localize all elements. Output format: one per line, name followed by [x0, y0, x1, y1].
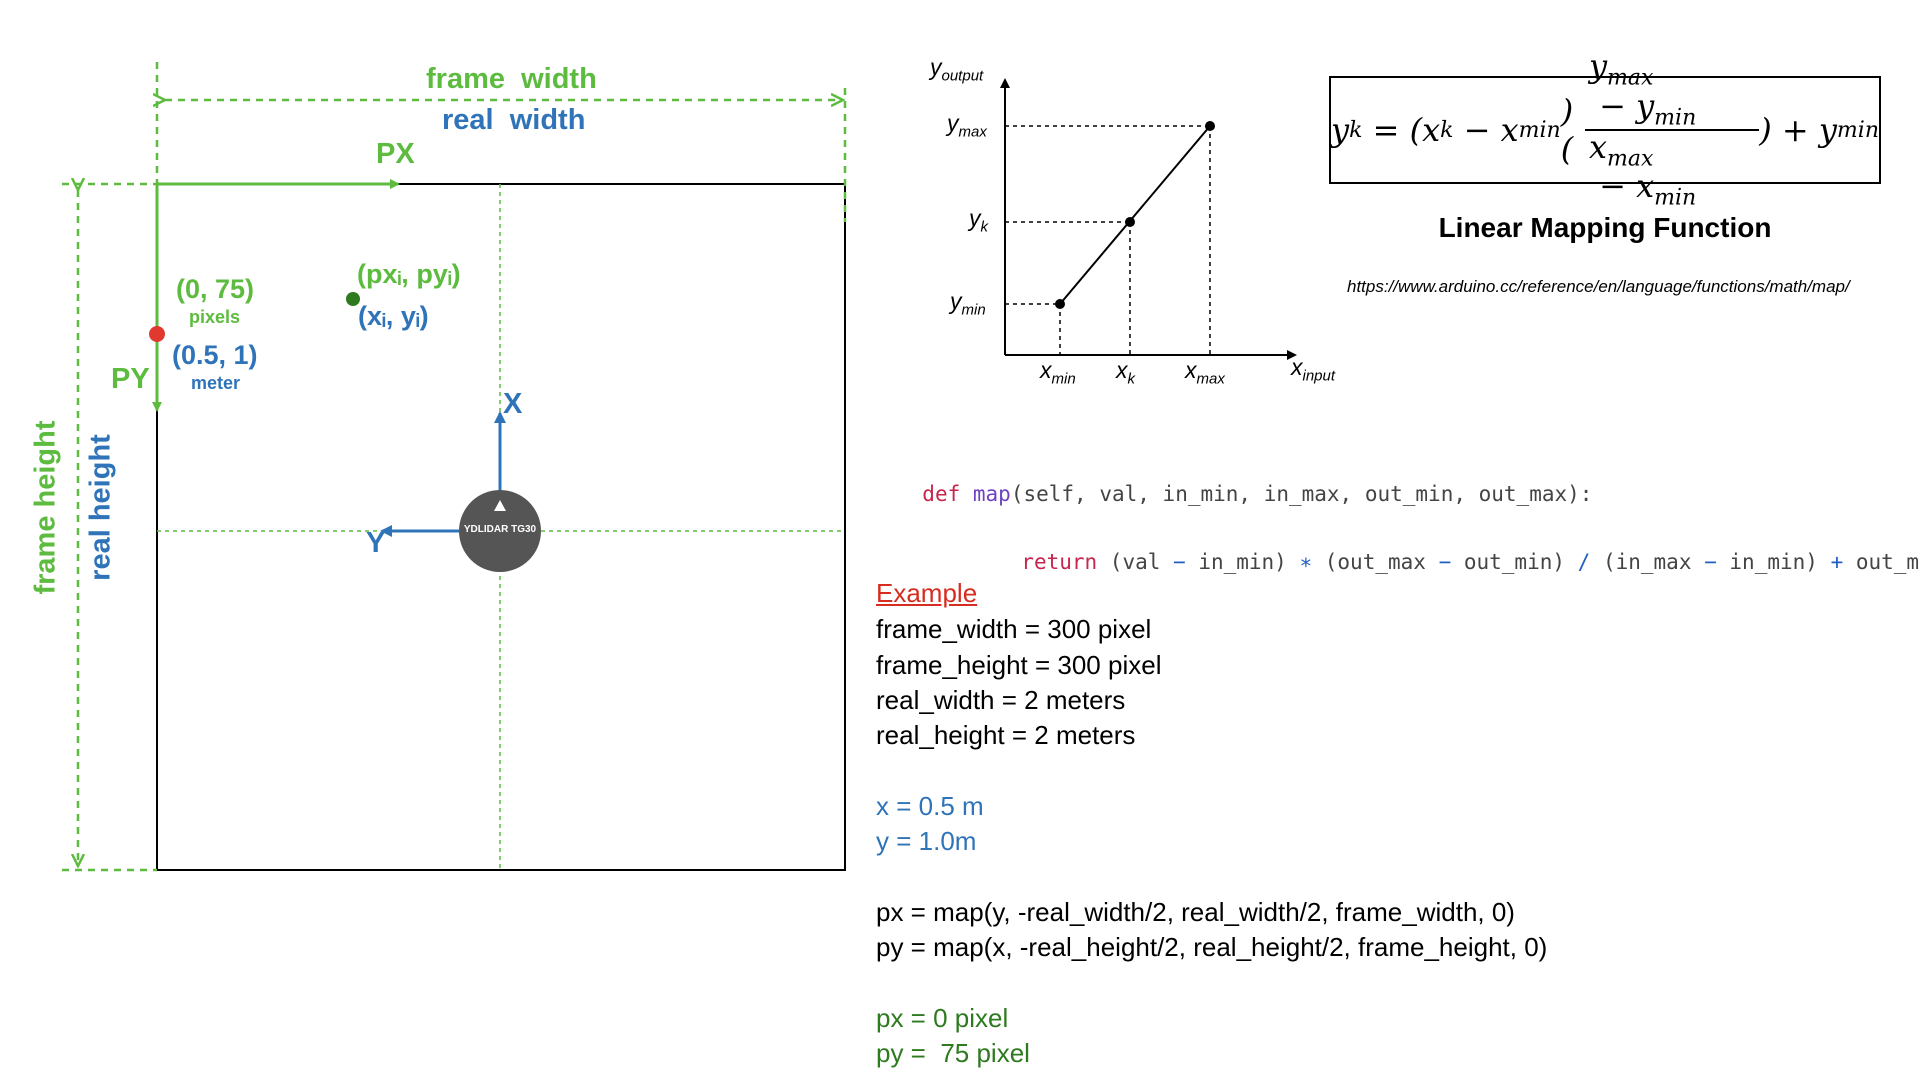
sensor-label: YDLIDAR TG30	[463, 524, 537, 535]
mapping-line	[1059, 125, 1211, 305]
example-line: frame_width = 300 pixel	[876, 614, 1152, 644]
example-line: real_height = 2 meters	[876, 720, 1136, 750]
frame-width-label: frame width	[426, 63, 597, 95]
generic-pixel-point-label: (pxᵢ, pyᵢ)	[357, 259, 461, 289]
real-width-label: real width	[442, 104, 586, 136]
example-real-y: y = 1.0m	[876, 826, 977, 856]
sensor-direction-icon	[494, 500, 506, 511]
point-pixel-coordinates: (0, 75)	[176, 274, 255, 304]
example-result-px: px = 0 pixel	[876, 1003, 1009, 1033]
graph-y-min-label: ymin	[950, 288, 986, 319]
graph-y-max-label: ymax	[947, 110, 987, 141]
code-return-line: return (val − in_min) ∗ (out_max − out_m…	[1021, 550, 1920, 574]
example-point	[149, 326, 165, 342]
graph-x-max-label: xmax	[1185, 357, 1225, 388]
reference-url[interactable]: https://www.arduino.cc/reference/en/lang…	[1347, 277, 1850, 296]
point-min	[1055, 299, 1065, 309]
frame-height-label: frame height	[29, 420, 62, 595]
graph-y-k-label: yk	[969, 205, 988, 236]
pixels-unit-label: pixels	[189, 307, 241, 327]
code-def-line: def map(self, val, in_min, in_max, out_m…	[922, 482, 1593, 506]
point-max	[1205, 121, 1215, 131]
real-height-label: real height	[84, 434, 117, 581]
linear-mapping-title: Linear Mapping Function	[1438, 212, 1772, 243]
point-meter-coordinates: (0.5, 1)	[172, 340, 258, 370]
frame-rectangle	[156, 183, 846, 871]
graph-y-axis-label: youtput	[930, 54, 984, 85]
graph-x-k-label: xk	[1116, 357, 1135, 388]
generic-real-point-label: (xᵢ, yᵢ)	[358, 301, 429, 331]
example-real-x: x = 0.5 m	[876, 791, 984, 821]
example-heading: Example	[876, 578, 978, 608]
px-label: PX	[376, 138, 415, 170]
example-line: real_width = 2 meters	[876, 685, 1126, 715]
example-map-py: py = map(x, -real_height/2, real_height/…	[876, 932, 1548, 962]
meter-unit-label: meter	[191, 373, 241, 393]
graph-x-axis-label: xinput	[1291, 354, 1336, 385]
example-map-px: px = map(y, -real_width/2, real_width/2,…	[876, 897, 1515, 927]
x-axis-label: X	[503, 388, 523, 420]
lidar-sensor	[459, 490, 541, 572]
mapping-graph	[1000, 78, 1297, 360]
py-label: PY	[111, 363, 150, 395]
graph-x-min-label: xmin	[1040, 357, 1076, 388]
example-result-py: py = 75 pixel	[876, 1038, 1030, 1068]
y-axis-label: Y	[366, 527, 386, 559]
point-k	[1125, 217, 1135, 227]
example-line: frame_height = 300 pixel	[876, 650, 1162, 680]
generic-point	[346, 292, 360, 306]
